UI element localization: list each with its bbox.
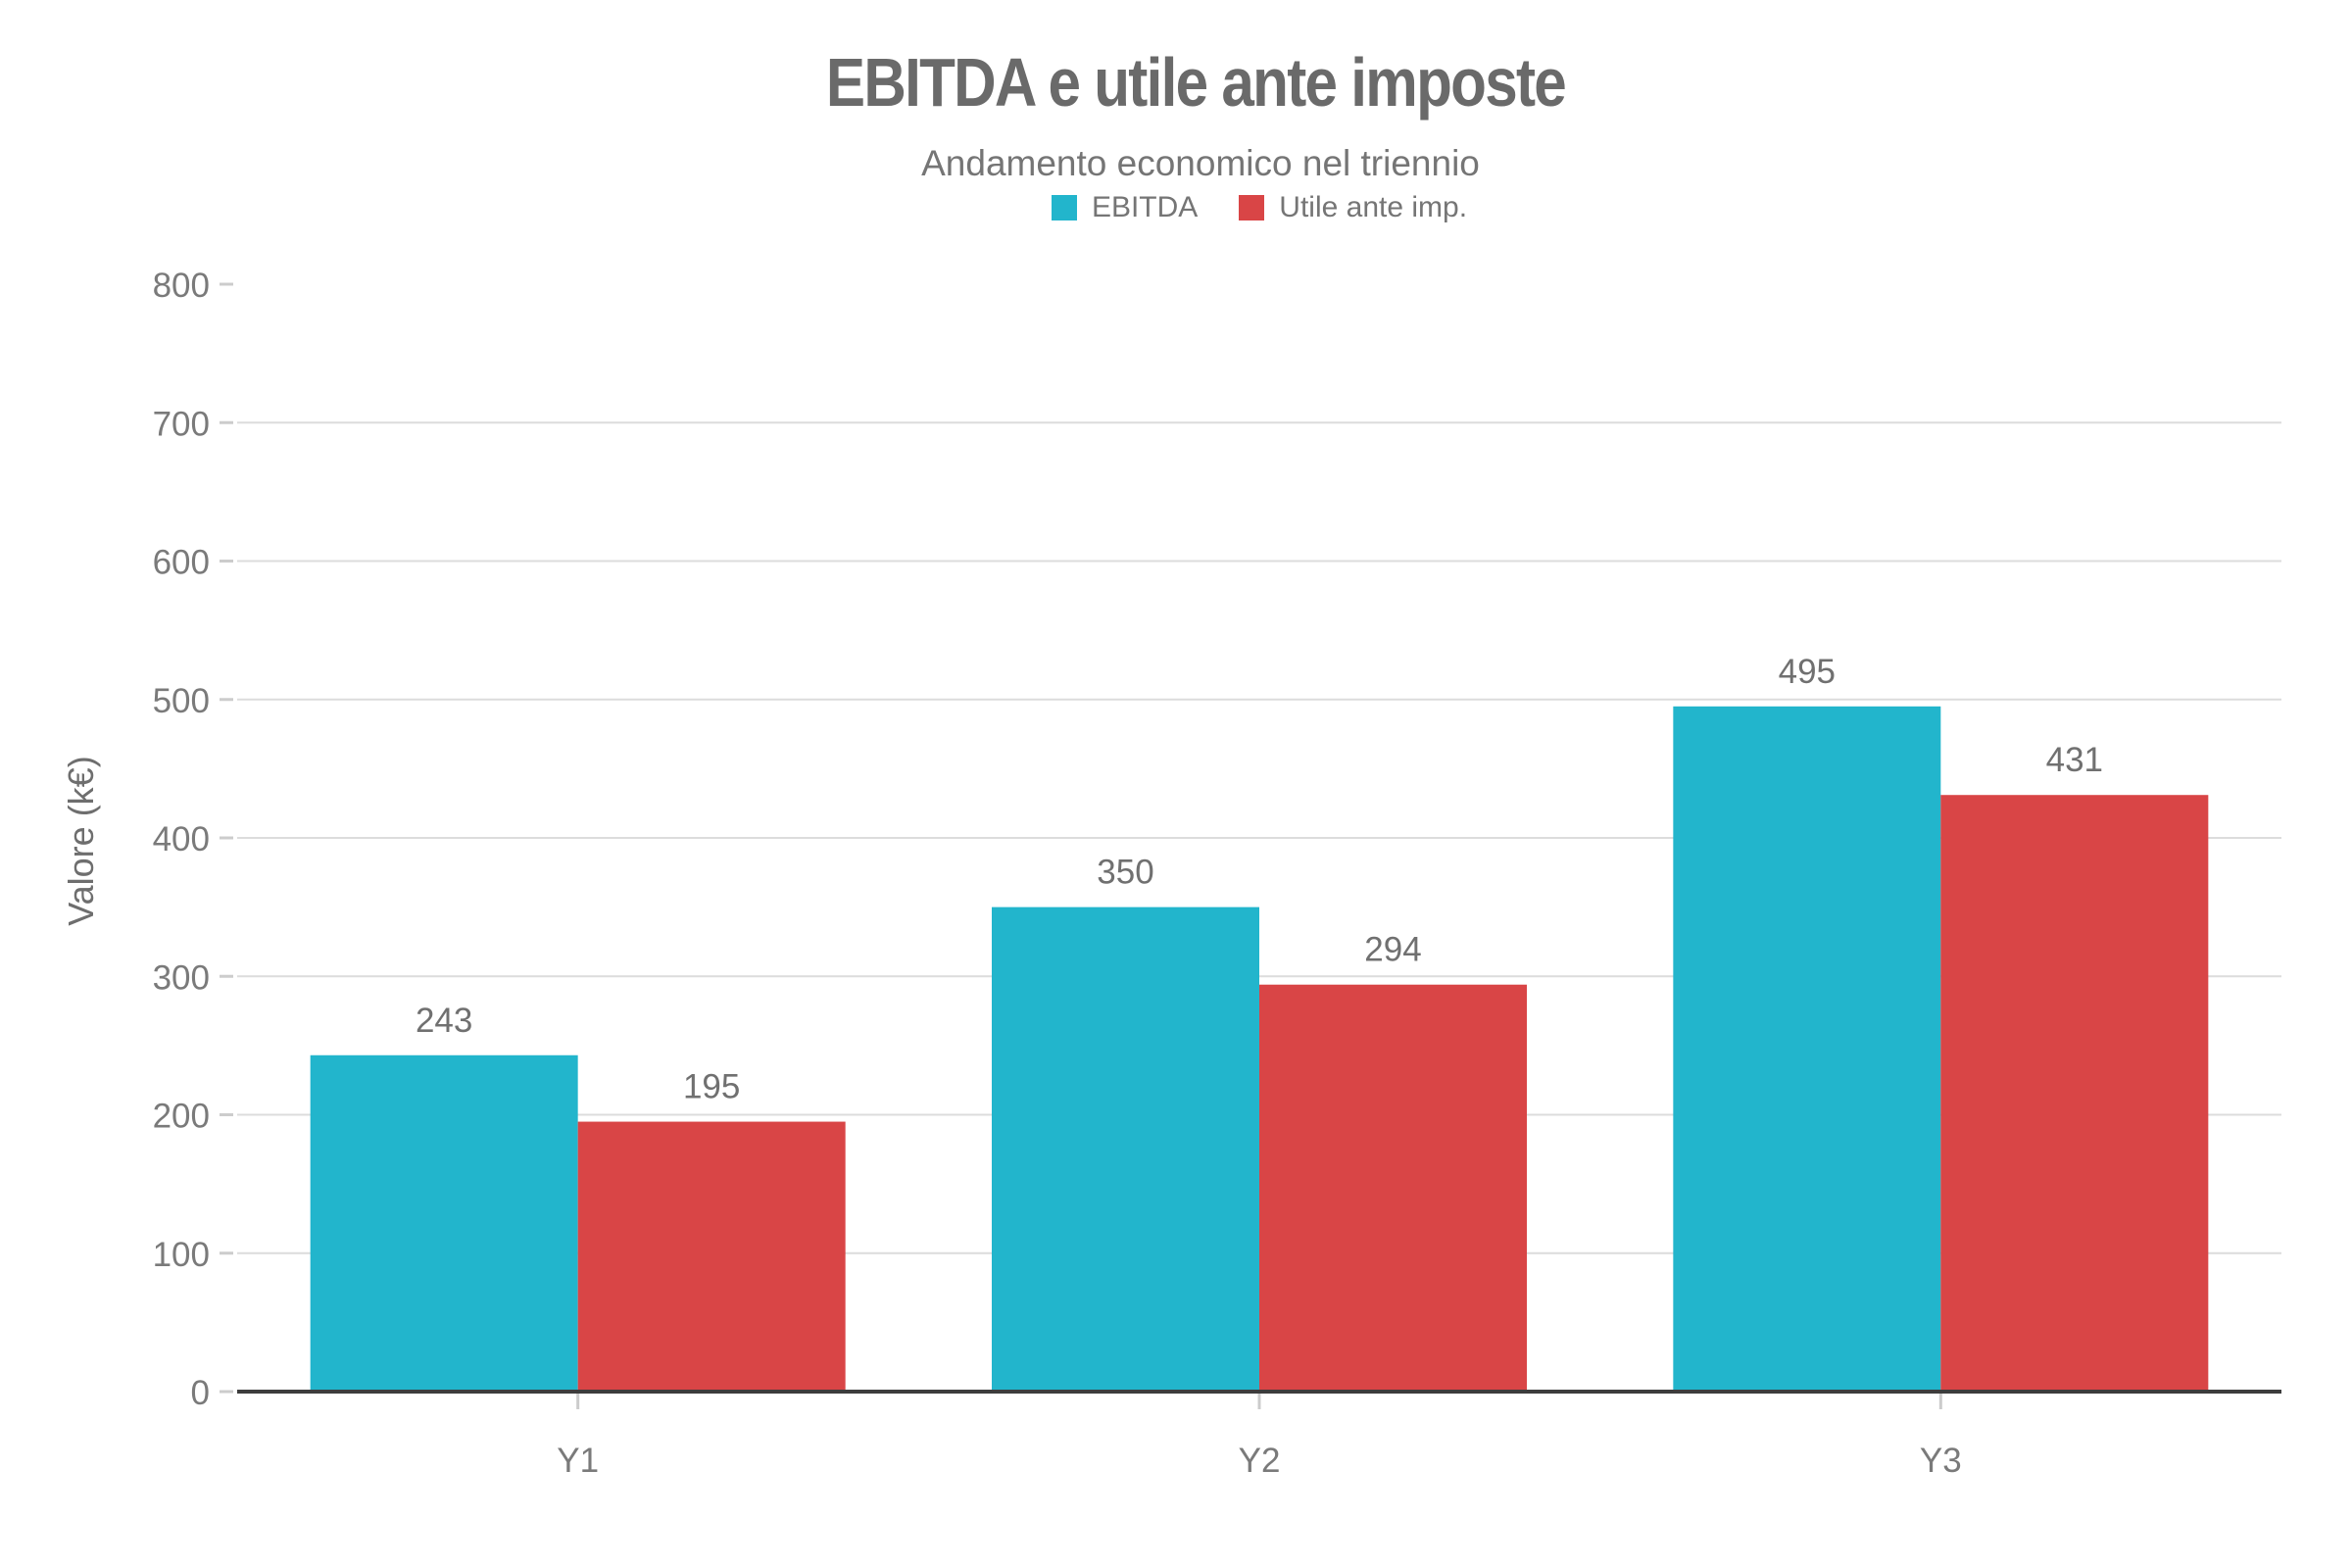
legend-item-ebitda[interactable]: EBITDA (1051, 191, 1199, 224)
chart-subtitle: Andamento economico nel triennio (921, 143, 1480, 183)
legend: EBITDA Utile ante imp. (237, 188, 2281, 227)
y-tick-label: 500 (153, 682, 210, 720)
legend-item-utile[interactable]: Utile ante imp. (1239, 191, 1467, 224)
x-tick-label-y3: Y3 (1920, 1442, 1962, 1480)
value-label: 495 (1779, 653, 1836, 691)
bar-utile-ante-imp-y2 (1259, 984, 1527, 1392)
chart-title: EBITDA e utile ante imposte (825, 44, 1567, 121)
legend-swatch-ebitda (1051, 195, 1077, 220)
value-label: 243 (416, 1002, 472, 1040)
x-tick-label-y2: Y2 (1239, 1442, 1281, 1480)
legend-label-ebitda: EBITDA (1091, 191, 1199, 223)
bar-ebitda-y1 (310, 1054, 578, 1392)
bar-ebitda-y3 (1673, 706, 1941, 1392)
bar-ebitda-y2 (992, 906, 1259, 1392)
x-tick-label-y1: Y1 (557, 1442, 599, 1480)
value-label: 294 (1364, 931, 1421, 969)
legend-label-utile: Utile ante imp. (1279, 191, 1468, 223)
y-tick-label: 200 (153, 1098, 210, 1136)
y-tick-label: 100 (153, 1236, 210, 1274)
value-label: 350 (1097, 854, 1153, 892)
value-label: 431 (2046, 741, 2103, 779)
y-tick-label: 0 (191, 1374, 210, 1412)
bar-utile-ante-imp-y3 (1940, 795, 2209, 1392)
y-axis-title: Valore (k€) (61, 756, 101, 925)
y-tick-label: 600 (153, 544, 210, 582)
y-tick-label: 800 (153, 267, 210, 305)
bar-utile-ante-imp-y1 (577, 1121, 846, 1392)
y-tick-label: 400 (153, 820, 210, 858)
legend-swatch-utile (1239, 195, 1265, 220)
y-tick-label: 700 (153, 405, 210, 443)
y-tick-label: 300 (153, 958, 210, 997)
value-label: 195 (683, 1068, 740, 1106)
